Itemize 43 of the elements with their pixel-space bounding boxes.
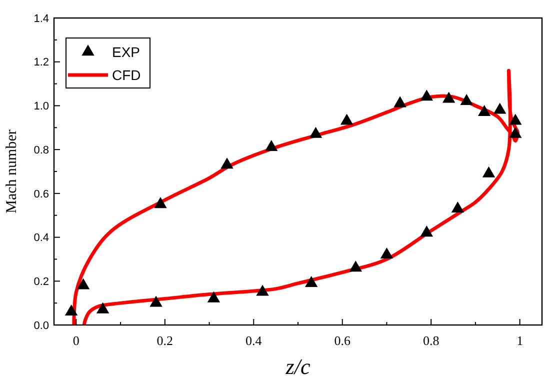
y-tick-label: 0.4 bbox=[34, 232, 49, 244]
point bbox=[460, 94, 473, 105]
x-tick-label: 0.4 bbox=[246, 333, 262, 348]
point bbox=[304, 276, 318, 288]
x-tick-label: 1 bbox=[516, 333, 524, 348]
point bbox=[256, 284, 269, 296]
point bbox=[420, 226, 434, 237]
x-tick-label: 0.6 bbox=[334, 333, 351, 348]
point bbox=[76, 278, 90, 290]
point bbox=[442, 92, 456, 103]
point bbox=[150, 296, 162, 307]
point bbox=[207, 291, 220, 302]
point bbox=[220, 158, 234, 169]
y-tick-label: 1.2 bbox=[34, 56, 49, 69]
point bbox=[154, 197, 167, 208]
y-tick-label: 0.8 bbox=[34, 144, 49, 156]
point bbox=[96, 302, 110, 314]
point bbox=[349, 260, 362, 272]
point bbox=[309, 126, 322, 138]
point bbox=[64, 304, 78, 316]
point bbox=[380, 247, 394, 258]
y-tick-label: 0.0 bbox=[34, 320, 49, 332]
point bbox=[340, 114, 354, 125]
point bbox=[509, 114, 522, 125]
y-tick-label: 0.6 bbox=[34, 188, 49, 200]
x-tick-label: 0.8 bbox=[422, 333, 440, 348]
y-tick-label: 1.0 bbox=[34, 100, 49, 113]
y-tick-label: 0.2 bbox=[34, 276, 49, 288]
legend-label: EXP bbox=[112, 44, 140, 60]
point bbox=[451, 201, 464, 212]
point bbox=[494, 102, 506, 114]
legend-label: CFD bbox=[112, 66, 141, 83]
y-axis-title: Mach number bbox=[4, 130, 20, 214]
point bbox=[482, 166, 496, 178]
point bbox=[478, 104, 491, 116]
point bbox=[509, 126, 522, 138]
point bbox=[394, 96, 406, 108]
point bbox=[265, 140, 278, 152]
y-tick-label: 1.4 bbox=[34, 12, 49, 25]
point bbox=[420, 90, 434, 101]
x-tick-label: 0.2 bbox=[156, 333, 174, 348]
x-axis-title: z/c bbox=[284, 354, 310, 379]
x-tick-label: 0 bbox=[72, 333, 80, 348]
